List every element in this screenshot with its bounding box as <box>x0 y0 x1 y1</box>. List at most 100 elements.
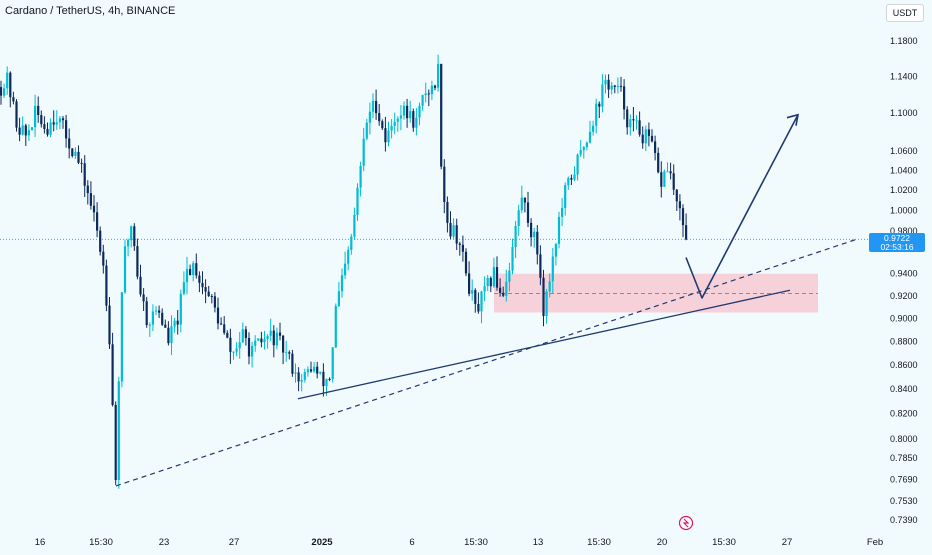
candle-body <box>291 353 294 374</box>
candle-body <box>185 269 189 283</box>
candle-body <box>313 366 316 372</box>
candle-body <box>55 122 58 125</box>
candle-body <box>24 125 27 136</box>
candle-body <box>638 120 641 135</box>
candle-body <box>486 278 489 286</box>
candle-body <box>353 214 356 237</box>
projection-path[interactable] <box>685 114 799 299</box>
candle-body <box>114 404 117 480</box>
candle-body <box>275 332 278 346</box>
candle-body <box>567 178 570 186</box>
candle-body <box>257 338 260 341</box>
candle-body <box>99 230 102 252</box>
candle-body <box>34 105 37 128</box>
candle-body <box>375 101 378 114</box>
candle-body <box>390 126 393 131</box>
candle-body <box>421 95 424 106</box>
projection-arrowhead <box>786 113 800 126</box>
candle-body <box>607 79 610 90</box>
candle-body <box>650 135 654 142</box>
candle-body <box>520 197 523 211</box>
currency-button[interactable]: USDT <box>886 4 924 22</box>
candle-body <box>148 324 151 326</box>
candle-body <box>595 103 598 126</box>
y-tick-label: 0.9400 <box>890 269 918 279</box>
candle-body <box>322 371 325 387</box>
candle-body <box>151 311 154 325</box>
candle-body <box>309 369 313 372</box>
candle-body <box>468 273 471 294</box>
candle-body <box>266 335 269 339</box>
candle-body <box>269 330 272 336</box>
candle-body <box>384 128 387 143</box>
candle-body <box>74 151 77 156</box>
candle-body <box>381 121 384 129</box>
candle-body <box>561 207 564 217</box>
candle-body <box>418 105 421 118</box>
x-tick-label: 16 <box>35 537 46 548</box>
candle-body <box>474 290 477 304</box>
candle-body <box>133 226 136 247</box>
candle-countdown: 02:53:16 <box>880 242 914 252</box>
candle-body <box>548 281 551 292</box>
candle-body <box>123 246 127 293</box>
candle-body <box>424 93 427 95</box>
candle-body <box>89 193 92 206</box>
candle-body <box>12 97 15 102</box>
y-tick-label: 0.7690 <box>890 474 918 484</box>
candle-body <box>458 243 461 245</box>
candle-body <box>92 205 96 213</box>
candle-body <box>254 340 257 346</box>
candle-body <box>331 347 334 380</box>
candle-body <box>145 301 148 325</box>
x-tick-label: 27 <box>782 537 793 548</box>
candle-body <box>495 267 499 288</box>
candle-body <box>52 122 55 125</box>
x-tick-label: Feb <box>867 537 883 548</box>
candle-body <box>272 330 275 346</box>
candle-body <box>303 372 306 380</box>
candle-body <box>189 269 192 275</box>
y-tick-label: 0.9800 <box>890 226 918 236</box>
candle-body <box>592 125 595 132</box>
candle-body <box>499 287 502 293</box>
y-tick-label: 0.8200 <box>890 409 918 419</box>
candle-body <box>9 72 12 98</box>
candle-body <box>213 296 216 308</box>
solid-trendline[interactable] <box>297 289 791 400</box>
candle-body <box>557 216 561 244</box>
candle-body <box>328 378 331 380</box>
candle-body <box>517 210 520 226</box>
candle-body <box>554 244 557 257</box>
candle-body <box>402 105 406 116</box>
x-tick-label: 15:30 <box>712 537 736 548</box>
y-tick-label: 1.1400 <box>890 71 918 81</box>
candle-body <box>201 282 204 288</box>
candle-body <box>37 105 40 115</box>
candle-body <box>18 127 21 135</box>
candle-body <box>542 277 545 316</box>
candle-body <box>142 294 145 302</box>
candle-body <box>334 305 337 348</box>
x-tick-label: 15:30 <box>587 537 611 548</box>
candle-body <box>669 171 672 174</box>
candle-body <box>83 163 86 186</box>
candle-body <box>21 125 24 135</box>
dashed-trendline[interactable] <box>115 238 857 487</box>
candle-body <box>582 147 585 151</box>
event-icon[interactable] <box>678 515 694 531</box>
candle-body <box>368 111 371 123</box>
candle-body <box>647 129 650 136</box>
candle-body <box>626 109 629 128</box>
candle-body <box>43 124 46 129</box>
candle-body <box>378 113 381 122</box>
candle-body <box>105 265 108 306</box>
candle-body <box>412 111 415 128</box>
candle-body <box>530 222 533 238</box>
y-tick-label: 1.0600 <box>890 146 918 156</box>
candle-body <box>396 118 399 122</box>
y-tick-label: 0.9200 <box>890 291 918 301</box>
candle-body <box>30 127 34 131</box>
